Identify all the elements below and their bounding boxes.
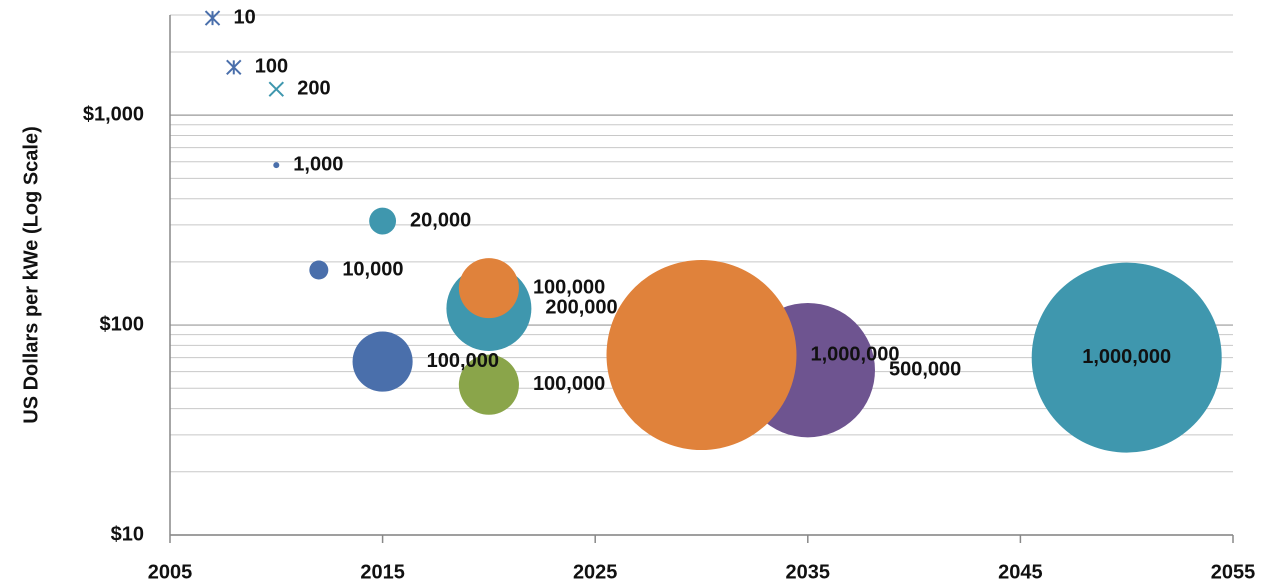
bubble-label: 100 [255, 56, 288, 78]
bubble-label: 500,000 [889, 358, 961, 380]
bubble-label: 10 [234, 6, 256, 28]
y-axis-title: US Dollars per kWe (Log Scale) [20, 126, 42, 424]
bubble [309, 260, 329, 280]
bubble-label: 1,000,000 [1082, 346, 1171, 368]
bubble [458, 258, 519, 319]
x-tick-label: 2055 [1211, 561, 1256, 583]
bubble-label: 200 [297, 77, 330, 99]
x-tick-label: 2025 [573, 561, 618, 583]
marker [204, 10, 221, 26]
bubble [273, 162, 280, 169]
bubble [369, 207, 397, 235]
y-tick-label: $1,000 [83, 103, 144, 125]
bubble [606, 260, 797, 451]
bubble [458, 354, 519, 415]
bubble [352, 331, 413, 392]
bubble-label: 100,000 [533, 276, 605, 298]
x-tick-label: 2005 [148, 561, 193, 583]
bubble-label: 10,000 [342, 258, 403, 280]
x-tick-label: 2035 [786, 561, 831, 583]
bubble-label: 20,000 [410, 209, 471, 231]
x-tick-label: 2045 [998, 561, 1043, 583]
y-tick-label: $10 [111, 523, 144, 545]
bubble [1031, 262, 1222, 453]
bubble-label: 100,000 [533, 373, 605, 395]
y-tick-label: $100 [100, 313, 145, 335]
bubble-label: 1,000,000 [811, 343, 900, 365]
bubble-label: 1,000 [293, 153, 343, 175]
bubble-label: 100,000 [427, 350, 499, 372]
marker [226, 59, 242, 76]
x-tick-label: 2015 [360, 561, 405, 583]
marker [268, 81, 285, 97]
bubble-label: 200,000 [545, 297, 617, 319]
